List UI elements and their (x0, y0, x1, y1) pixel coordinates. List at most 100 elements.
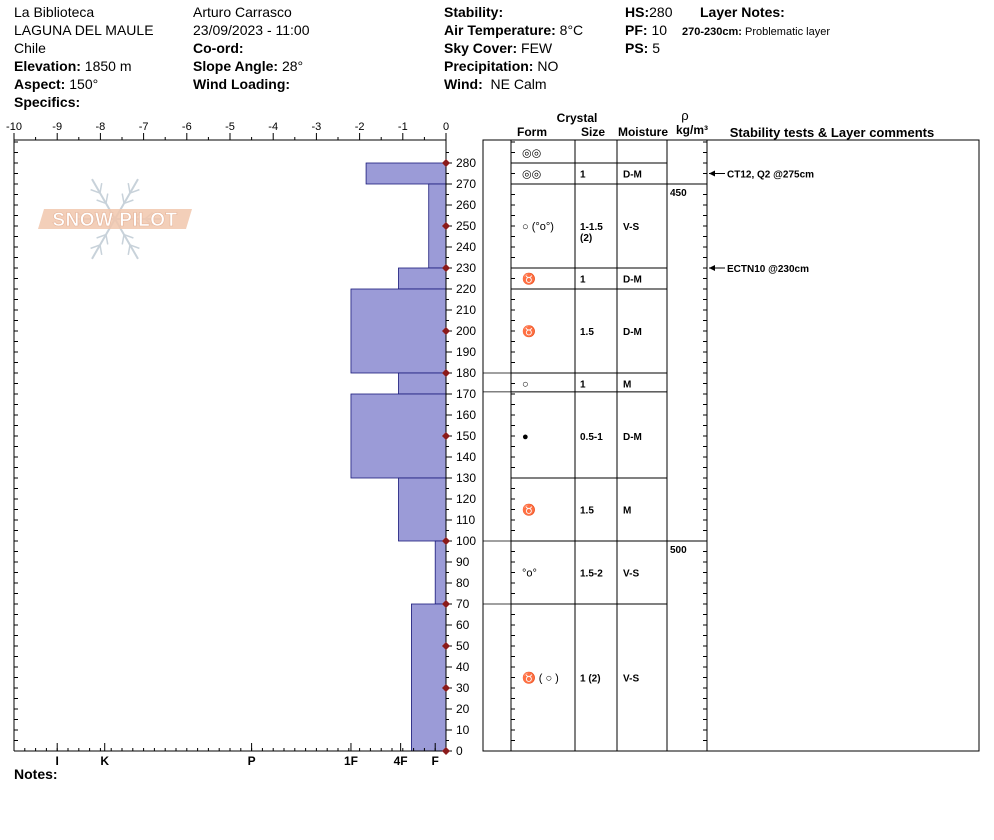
height-axis-label: 40 (456, 660, 470, 674)
height-axis-label: 160 (456, 408, 476, 422)
country-name: Chile (14, 40, 46, 56)
stability-arrowhead (709, 170, 715, 177)
density-value: 450 (670, 188, 687, 199)
area-name: LAGUNA DEL MAULE (14, 22, 154, 38)
wind-label: Wind: (444, 76, 483, 92)
layer-size: 1 (580, 380, 586, 391)
hardness-bar (365, 162, 447, 185)
hardness-bar (398, 372, 447, 395)
elevation-value: 1850 m (84, 58, 132, 74)
height-axis-label: 170 (456, 387, 476, 401)
header-stability: Stability tests & Layer comments (730, 125, 934, 140)
header-form: Form (517, 125, 547, 139)
layer-moisture: V-S (623, 222, 639, 233)
layer-form-symbol: ● (522, 431, 529, 443)
logo-text: SNOW PILOT (52, 210, 177, 231)
height-axis-label: 200 (456, 324, 476, 338)
header-size: Size (581, 125, 605, 139)
top-axis-tick-label: -5 (225, 121, 235, 133)
bottom-axis-label: K (100, 754, 109, 768)
observation-datetime: 23/09/2023 - 11:00 (193, 22, 310, 38)
hardness-bar (411, 603, 447, 752)
logo-flake-branch (99, 183, 103, 194)
bottom-axis-label: F (432, 754, 439, 768)
height-axis-label: 180 (456, 366, 476, 380)
layer-size: 1.5 (580, 327, 594, 338)
layer-form-symbol: ○ (522, 379, 529, 391)
layer-size: 1 (2) (580, 674, 601, 685)
layer-size: 0.5-1 (580, 432, 603, 443)
top-axis-tick-label: -4 (268, 121, 278, 133)
height-axis-label: 120 (456, 492, 476, 506)
air-temp-row: Air Temperature: 8°C (444, 22, 583, 38)
top-axis-tick-label: -1 (398, 121, 408, 133)
profile-marker (442, 600, 450, 608)
height-axis-label: 260 (456, 198, 476, 212)
hs-row: HS:280 (625, 4, 672, 20)
logo-flake-branch (121, 234, 125, 245)
logo-flake-branch (123, 199, 134, 205)
wind-loading-label: Wind Loading: (193, 76, 291, 92)
logo-flake-branch (105, 193, 109, 204)
height-axis-label: 20 (456, 702, 470, 716)
top-axis-tick-label: -8 (96, 121, 106, 133)
precip-label: Precipitation: (444, 58, 534, 74)
air-temp-value: 8°C (559, 22, 584, 38)
layer-size: 1.5 (580, 506, 594, 517)
logo-flake-branch (127, 244, 131, 255)
hardness-bar (350, 288, 447, 374)
aspect-row: Aspect: 150° (14, 76, 98, 92)
height-axis-label: 50 (456, 639, 470, 653)
layer-moisture: D-M (623, 327, 642, 338)
stability-label: Stability: (444, 4, 504, 20)
stability-arrowhead (709, 265, 715, 271)
logo-band (38, 209, 192, 229)
top-axis-tick-label: -6 (182, 121, 192, 133)
layer-size: 1 (580, 275, 586, 286)
height-axis-label: 100 (456, 534, 476, 548)
layer-moisture: V-S (623, 569, 639, 580)
layer-size: 1.5-2 (580, 569, 603, 580)
height-axis-label: 80 (456, 576, 470, 590)
layer-moisture: M (623, 506, 631, 517)
height-axis-label: 60 (456, 618, 470, 632)
layer-form-symbol: ♉ (522, 273, 536, 286)
height-axis-label: 0 (456, 744, 463, 758)
top-axis-tick-label: -3 (312, 121, 322, 133)
header-density-unit: kg/m³ (676, 123, 708, 137)
hs-value: 280 (649, 4, 673, 20)
elevation-label: Elevation: (14, 58, 81, 74)
density-value: 500 (670, 545, 687, 556)
layer-table-border (482, 139, 980, 752)
header-moisture: Moisture (618, 125, 668, 139)
header-crystal: Crystal (557, 111, 598, 125)
precip-row: Precipitation: NO (444, 58, 558, 74)
air-temp-label: Air Temperature: (444, 22, 556, 38)
logo-flake-branch (121, 193, 125, 204)
layer-notes-range: 270-230cm: (682, 26, 742, 38)
height-axis-label: 110 (456, 513, 475, 527)
height-axis-label: 240 (456, 240, 476, 254)
height-axis-label: 130 (456, 471, 476, 485)
height-axis-label: 190 (456, 345, 476, 359)
pf-row: PF: 10 (625, 22, 667, 38)
top-axis-tick-label: -2 (355, 121, 365, 133)
layer-moisture: D-M (623, 432, 642, 443)
height-axis-label: 30 (456, 681, 470, 695)
header-rho: ρ (681, 108, 688, 123)
layer-moisture: M (623, 380, 631, 391)
layer-size: (2) (580, 233, 592, 244)
sky-value: FEW (521, 40, 553, 56)
layer-moisture: V-S (623, 674, 639, 685)
logo-flake-branch (123, 233, 134, 239)
logo-flake-branch (96, 199, 107, 205)
logo-flake-branch (96, 233, 107, 239)
layer-moisture: D-M (623, 275, 642, 286)
layer-form-symbol: ◎◎ (522, 148, 541, 160)
coord-label: Co-ord: (193, 40, 244, 56)
logo-flake-branch (99, 244, 103, 255)
profile-marker (442, 264, 450, 272)
height-axis-label: 150 (456, 429, 476, 443)
stability-test-label: ECTN10 @230cm (727, 264, 809, 275)
bottom-axis-label: 1F (344, 754, 358, 768)
